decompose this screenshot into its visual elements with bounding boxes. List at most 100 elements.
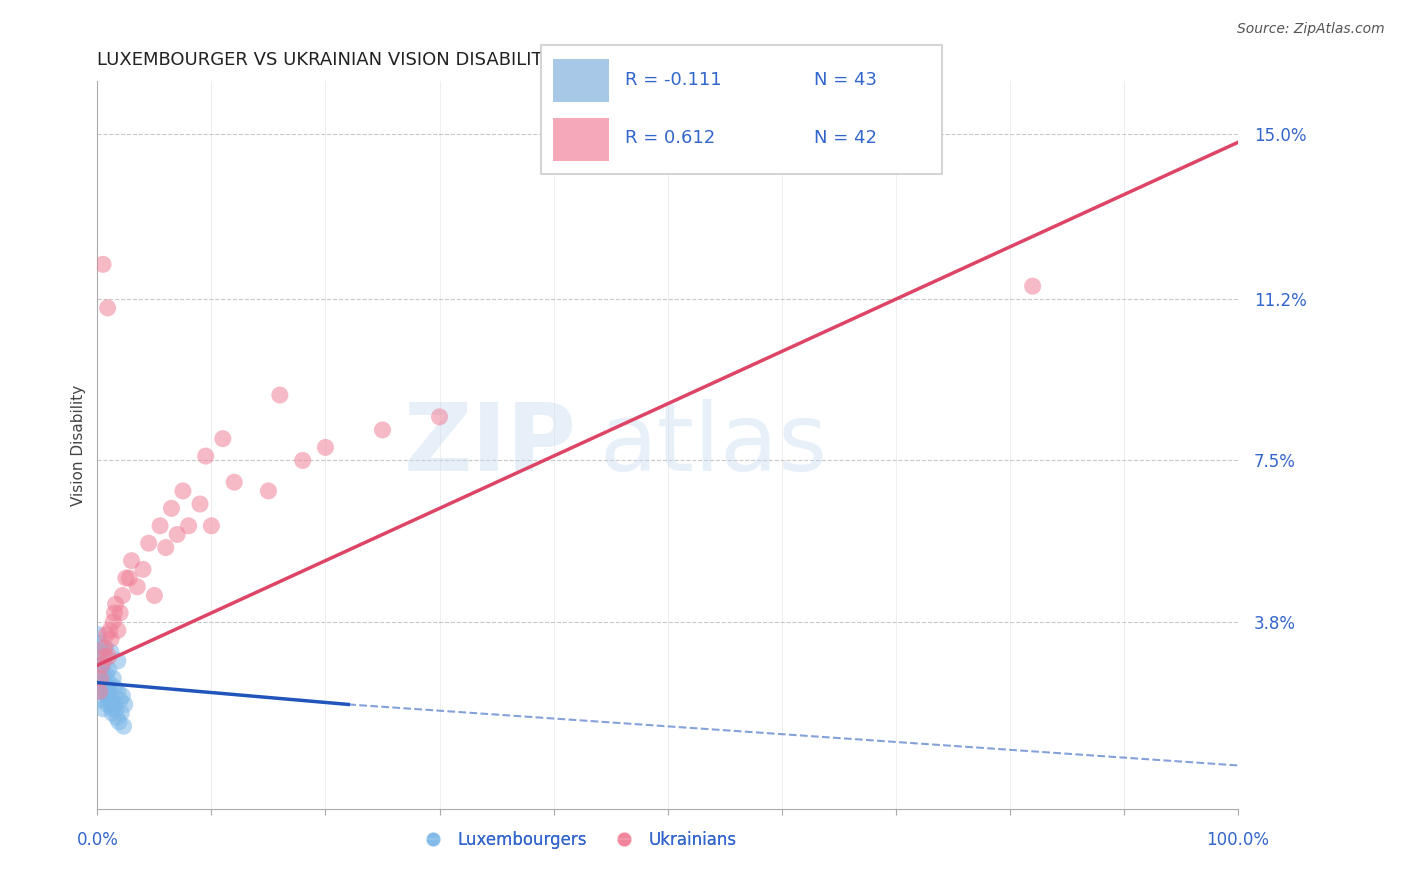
Point (257, 483, 280, 498)
Point (91, 667, 114, 681)
Text: LUXEMBOURGER VS UKRAINIAN VISION DISABILITY CORRELATION CHART: LUXEMBOURGER VS UKRAINIAN VISION DISABIL… (97, 51, 755, 69)
Point (132, 562, 155, 576)
Point (160, 501, 183, 516)
Point (1021, 279, 1043, 293)
Point (89, 636, 111, 650)
Point (100, 698, 122, 712)
Point (429, 409, 451, 424)
Point (96, 684, 118, 698)
Point (111, 689, 134, 703)
Point (90, 671, 112, 685)
Point (103, 615, 125, 629)
Point (224, 475, 246, 490)
FancyBboxPatch shape (541, 45, 942, 174)
Point (291, 453, 314, 467)
Point (107, 654, 129, 668)
Point (121, 554, 143, 568)
FancyBboxPatch shape (554, 119, 609, 161)
Text: Source: ZipAtlas.com: Source: ZipAtlas.com (1237, 22, 1385, 37)
Point (96, 667, 118, 681)
Point (97, 675, 120, 690)
Text: ZIP: ZIP (404, 400, 576, 491)
Point (115, 571, 138, 585)
Point (101, 702, 124, 716)
Point (98, 693, 121, 707)
Point (103, 698, 125, 712)
Point (143, 589, 166, 603)
Point (98, 684, 121, 698)
Point (87, 684, 110, 698)
Point (200, 518, 222, 533)
Point (112, 719, 135, 733)
Point (97, 663, 120, 677)
Point (97, 698, 120, 712)
Point (96, 689, 118, 703)
Point (118, 571, 141, 585)
Text: 100.0%: 100.0% (1206, 831, 1270, 849)
Point (269, 388, 291, 402)
Point (100, 645, 122, 659)
Point (90, 658, 112, 673)
Point (90, 658, 112, 673)
Text: N = 42: N = 42 (814, 129, 877, 147)
Point (107, 624, 129, 638)
Point (314, 441, 336, 455)
Point (100, 632, 122, 646)
Point (94, 640, 117, 655)
Point (89, 684, 111, 698)
Text: atlas: atlas (599, 400, 828, 491)
Point (166, 527, 188, 541)
Point (127, 580, 149, 594)
Point (177, 518, 200, 533)
Point (211, 432, 233, 446)
Point (107, 684, 129, 698)
Text: N = 43: N = 43 (814, 71, 877, 89)
Point (103, 680, 125, 694)
Point (90, 693, 112, 707)
Point (87, 628, 110, 642)
Point (104, 702, 127, 716)
Point (155, 541, 177, 555)
Point (93, 675, 115, 690)
Point (108, 606, 131, 620)
Point (90, 649, 112, 664)
Point (114, 698, 136, 712)
Point (194, 449, 217, 463)
Point (96, 628, 118, 642)
Point (104, 597, 127, 611)
Point (103, 671, 125, 685)
Point (97, 680, 120, 694)
Point (108, 714, 131, 729)
Point (172, 483, 194, 498)
Text: R = -0.111: R = -0.111 (626, 71, 723, 89)
Text: 0.0%: 0.0% (76, 831, 118, 849)
Point (188, 497, 211, 511)
Point (94, 649, 117, 664)
Point (91, 702, 114, 716)
Point (103, 606, 125, 620)
Point (371, 423, 394, 437)
Text: R = 0.612: R = 0.612 (626, 129, 716, 147)
Y-axis label: Vision Disability: Vision Disability (72, 384, 86, 506)
Point (97, 649, 120, 664)
Point (91, 257, 114, 271)
Point (89, 671, 111, 685)
Point (138, 536, 160, 550)
Point (93, 675, 115, 690)
FancyBboxPatch shape (554, 59, 609, 102)
Legend: Luxembourgers, Ukrainians: Luxembourgers, Ukrainians (409, 824, 744, 855)
Point (97, 689, 120, 703)
Point (97, 301, 120, 315)
Point (110, 706, 132, 720)
Point (149, 518, 172, 533)
Point (111, 589, 134, 603)
Point (105, 710, 128, 724)
Point (108, 693, 131, 707)
Point (98, 624, 121, 638)
Point (90, 645, 112, 659)
Point (94, 680, 117, 694)
Point (91, 658, 114, 673)
Point (93, 640, 115, 655)
Point (100, 693, 122, 707)
Point (101, 706, 124, 720)
